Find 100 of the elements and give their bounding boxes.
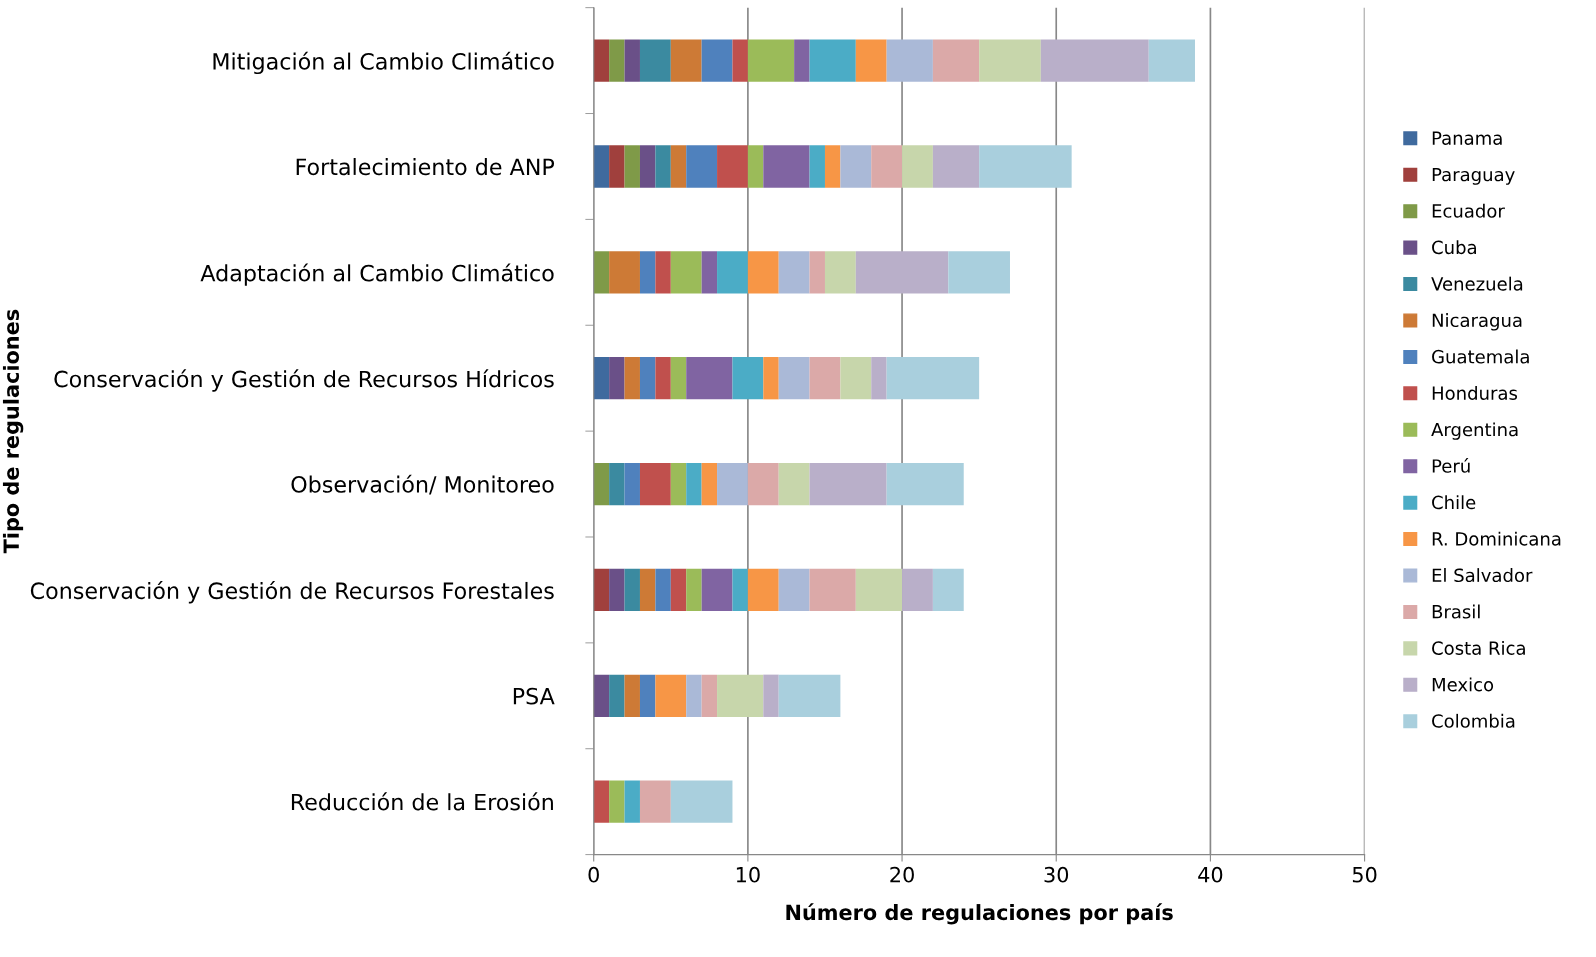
legend-label: Nicaragua bbox=[1432, 313, 1522, 331]
bar bbox=[639, 568, 656, 612]
bar bbox=[639, 39, 671, 82]
bar bbox=[979, 145, 1072, 188]
bar bbox=[932, 568, 964, 612]
bar bbox=[670, 251, 702, 294]
bar bbox=[855, 39, 887, 82]
bar bbox=[670, 568, 687, 612]
bar bbox=[593, 674, 610, 717]
legend-label: Panama bbox=[1432, 131, 1502, 145]
bar bbox=[778, 568, 810, 612]
bar bbox=[609, 674, 625, 717]
bar bbox=[732, 39, 748, 82]
bar bbox=[902, 145, 933, 188]
bar bbox=[948, 251, 1010, 294]
x-tick-label: 40 bbox=[1198, 866, 1223, 883]
bar bbox=[593, 780, 610, 823]
bar bbox=[809, 462, 887, 506]
y-tick-label: PSA bbox=[513, 687, 555, 705]
bar bbox=[778, 251, 810, 294]
bar bbox=[686, 462, 702, 506]
bar bbox=[655, 357, 671, 400]
x-tick-label: 0 bbox=[588, 866, 599, 883]
bar bbox=[670, 39, 702, 82]
bar bbox=[932, 39, 980, 82]
y-tick-label: Fortalecimiento de ANP bbox=[296, 158, 555, 176]
bar bbox=[824, 251, 856, 294]
bar bbox=[763, 357, 779, 400]
bar bbox=[670, 780, 733, 823]
bar bbox=[639, 251, 656, 294]
bar bbox=[701, 39, 733, 82]
bar bbox=[979, 39, 1041, 82]
bar bbox=[609, 145, 625, 188]
legend-label: Costa Rica bbox=[1432, 640, 1525, 655]
bar bbox=[717, 462, 748, 506]
bar bbox=[639, 674, 656, 717]
bar bbox=[809, 568, 856, 612]
bar bbox=[778, 357, 810, 400]
bar bbox=[686, 145, 718, 188]
bar bbox=[655, 674, 687, 717]
bar bbox=[778, 674, 841, 717]
bar bbox=[763, 674, 779, 717]
legend-label: Paraguay bbox=[1432, 167, 1515, 185]
x-tick-label: 30 bbox=[1044, 866, 1069, 883]
bar bbox=[701, 251, 718, 294]
bar bbox=[778, 462, 810, 506]
bar bbox=[840, 145, 872, 188]
bar bbox=[609, 357, 625, 400]
legend-label: Honduras bbox=[1432, 385, 1518, 400]
x-tick-label: 10 bbox=[736, 866, 760, 883]
y-tick-label: Adaptación al Cambio Climático bbox=[200, 263, 554, 286]
bar bbox=[686, 357, 733, 400]
bar bbox=[624, 39, 640, 82]
legend-label: Ecuador bbox=[1432, 203, 1505, 218]
bar bbox=[686, 568, 702, 612]
bar bbox=[1148, 39, 1195, 82]
bar bbox=[809, 145, 825, 188]
bar bbox=[732, 357, 764, 400]
bar bbox=[1040, 39, 1149, 82]
legend-label: Argentina bbox=[1431, 422, 1518, 440]
bar bbox=[593, 39, 610, 82]
bar bbox=[624, 357, 640, 400]
bar bbox=[701, 568, 733, 612]
y-tick-label: Conservación y Gestión de Recursos Forestales bbox=[30, 581, 554, 604]
y-tick-label: Mitigación al Cambio Climático bbox=[213, 51, 554, 75]
bar bbox=[609, 462, 625, 506]
legend-label: Venezuela bbox=[1431, 276, 1523, 291]
bar bbox=[902, 568, 933, 612]
x-tick-label: 20 bbox=[890, 866, 914, 883]
bar bbox=[639, 145, 656, 188]
bar bbox=[855, 251, 949, 294]
bar bbox=[593, 357, 610, 400]
legend-label: El Salvador bbox=[1432, 568, 1533, 583]
bar bbox=[686, 674, 702, 717]
bar bbox=[747, 145, 764, 188]
y-axis-title: Tipo de regulaciones bbox=[2, 309, 24, 554]
bar bbox=[809, 39, 856, 82]
bar bbox=[624, 462, 640, 506]
y-tick-label: Conservación y Gestión de Recursos Hídricos bbox=[54, 369, 554, 392]
bar bbox=[593, 251, 610, 294]
bar bbox=[655, 145, 671, 188]
bar bbox=[639, 462, 671, 506]
bar bbox=[701, 462, 718, 506]
bar bbox=[670, 357, 687, 400]
bar bbox=[624, 780, 640, 823]
bar bbox=[624, 674, 640, 717]
bar bbox=[717, 674, 764, 717]
bar bbox=[717, 145, 748, 188]
bar bbox=[624, 568, 640, 612]
bar bbox=[886, 462, 964, 506]
bar bbox=[871, 357, 887, 400]
legend-label: Chile bbox=[1432, 495, 1476, 510]
legend-label: Colombia bbox=[1432, 713, 1515, 728]
bar bbox=[609, 251, 640, 294]
y-tick-label: Reducción de la Erosión bbox=[291, 792, 553, 811]
bar bbox=[809, 251, 825, 294]
bar bbox=[886, 39, 933, 82]
legend-label: Perú bbox=[1432, 458, 1470, 473]
bar bbox=[639, 357, 656, 400]
legend-label: Cuba bbox=[1432, 240, 1476, 255]
